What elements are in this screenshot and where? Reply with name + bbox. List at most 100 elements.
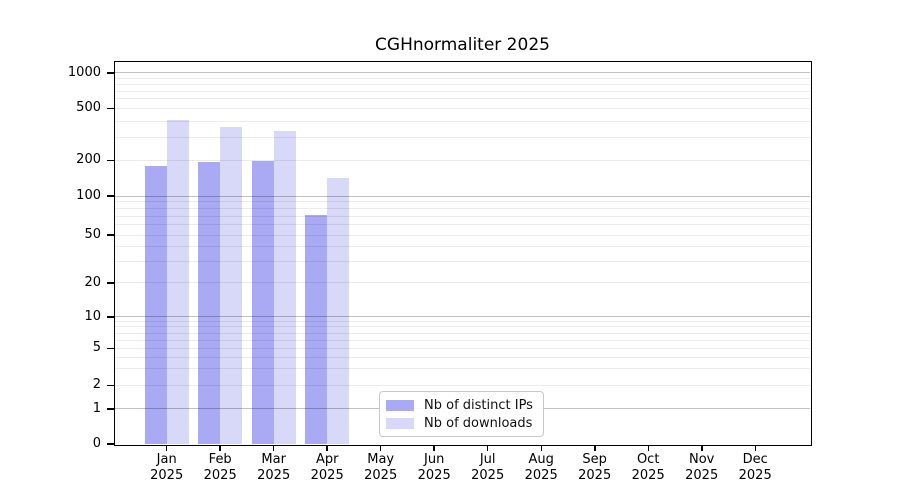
legend-item-downloads: Nb of downloads <box>380 414 543 432</box>
minor-gridline <box>115 159 810 161</box>
bar-downloads-apr <box>327 178 350 444</box>
minor-gridline <box>115 201 810 203</box>
minor-gridline <box>115 234 810 236</box>
y-tick-label: 100 <box>76 188 101 203</box>
y-tick-label: 500 <box>76 100 101 116</box>
minor-gridline <box>115 107 810 109</box>
y-tick <box>107 384 114 387</box>
y-tick-label: 10 <box>84 308 101 324</box>
x-tick-year: 2025 <box>578 467 612 483</box>
x-tick-month: Feb <box>208 452 232 467</box>
minor-gridline <box>115 332 810 334</box>
legend-item-distinct-ips: Nb of distinct IPs <box>380 396 543 414</box>
legend-label-downloads: Nb of downloads <box>424 415 533 431</box>
minor-gridline <box>115 83 810 85</box>
chart-title: CGHnormaliter 2025 <box>375 35 550 55</box>
x-tick <box>326 445 328 451</box>
x-tick <box>540 445 542 451</box>
x-tick-year: 2025 <box>310 467 344 483</box>
minor-gridline <box>115 90 810 92</box>
y-tick-label: 1000 <box>67 64 101 80</box>
minor-gridline <box>115 368 810 370</box>
x-tick-month: Mar <box>261 452 286 467</box>
x-tick-year: 2025 <box>203 467 237 483</box>
y-tick-label: 2 <box>92 377 101 393</box>
y-tick <box>107 408 114 410</box>
minor-gridline <box>115 347 810 349</box>
x-tick-month: Aug <box>528 452 554 467</box>
legend: Nb of distinct IPs Nb of downloads <box>379 391 544 437</box>
minor-gridline <box>115 77 810 79</box>
major-gridline <box>115 316 810 318</box>
x-tick-year: 2025 <box>471 467 505 483</box>
x-tick-year: 2025 <box>364 467 398 483</box>
legend-swatch-downloads-icon <box>386 417 414 429</box>
x-tick <box>379 445 382 451</box>
x-tick-label-mar: Mar 2025 <box>242 452 306 483</box>
y-tick <box>107 282 114 284</box>
minor-gridline <box>115 321 810 322</box>
x-tick-month: May <box>367 452 395 467</box>
major-gridline <box>115 72 810 74</box>
minor-gridline <box>115 282 810 284</box>
minor-gridline <box>115 136 810 138</box>
x-tick-label-sep: Sep 2025 <box>563 452 627 483</box>
x-tick <box>647 445 649 451</box>
x-tick-month: Nov <box>689 452 715 467</box>
x-tick-month: Apr <box>315 452 339 467</box>
minor-gridline <box>115 224 810 226</box>
x-tick-label-apr: Apr 2025 <box>295 452 359 483</box>
legend-label-distinct-ips: Nb of distinct IPs <box>424 397 533 413</box>
x-tick-year: 2025 <box>524 467 558 483</box>
y-tick <box>107 316 114 318</box>
x-tick-month: Jun <box>424 452 445 467</box>
x-tick-label-dec: Dec 2025 <box>723 452 787 483</box>
x-tick-year: 2025 <box>685 467 719 483</box>
major-gridline <box>115 195 810 197</box>
x-tick-label-feb: Feb 2025 <box>188 452 252 483</box>
minor-gridline <box>115 384 810 386</box>
x-tick <box>754 445 756 451</box>
bar-distinct-ips-jan <box>144 166 167 444</box>
y-tick <box>107 195 114 197</box>
x-tick-label-jun: Jun 2025 <box>402 452 466 483</box>
x-tick-label-jul: Jul 2025 <box>456 452 520 483</box>
bar-downloads-feb <box>220 127 243 444</box>
x-tick-year: 2025 <box>257 467 291 483</box>
x-tick-label-nov: Nov 2025 <box>670 452 734 483</box>
x-tick-label-aug: Aug 2025 <box>509 452 573 483</box>
y-tick-label: 20 <box>84 274 101 290</box>
x-tick <box>594 445 596 451</box>
minor-gridline <box>115 339 810 341</box>
minor-gridline <box>115 326 810 328</box>
y-tick <box>107 443 114 445</box>
x-tick-year: 2025 <box>631 467 665 483</box>
minor-gridline <box>115 120 810 122</box>
bar-distinct-ips-feb <box>198 162 221 444</box>
x-tick-label-jan: Jan 2025 <box>135 452 199 483</box>
minor-gridline <box>115 261 810 263</box>
y-tick-label: 1 <box>92 400 101 416</box>
x-tick-year: 2025 <box>738 467 772 483</box>
x-tick <box>486 445 489 451</box>
y-tick <box>107 107 114 109</box>
y-tick <box>107 72 114 74</box>
x-tick-year: 2025 <box>150 467 184 483</box>
x-tick-month: Oct <box>636 452 660 467</box>
x-tick <box>272 445 275 451</box>
plot-area <box>115 62 810 444</box>
bar-downloads-mar <box>273 131 296 444</box>
bar-distinct-ips-apr <box>305 214 328 444</box>
x-tick-month: Jan <box>156 452 177 467</box>
x-tick <box>219 445 221 451</box>
bar-distinct-ips-mar <box>251 161 274 444</box>
x-tick-month: Sep <box>582 452 607 467</box>
minor-gridline <box>115 356 810 358</box>
minor-gridline <box>115 208 810 210</box>
x-tick-year: 2025 <box>417 467 451 483</box>
y-tick-label: 5 <box>92 340 101 356</box>
legend-swatch-distinct-ips-icon <box>386 399 414 411</box>
y-tick-label: 0 <box>92 436 101 451</box>
x-tick-label-oct: Oct 2025 <box>616 452 680 483</box>
x-tick-label-may: May 2025 <box>349 452 413 483</box>
